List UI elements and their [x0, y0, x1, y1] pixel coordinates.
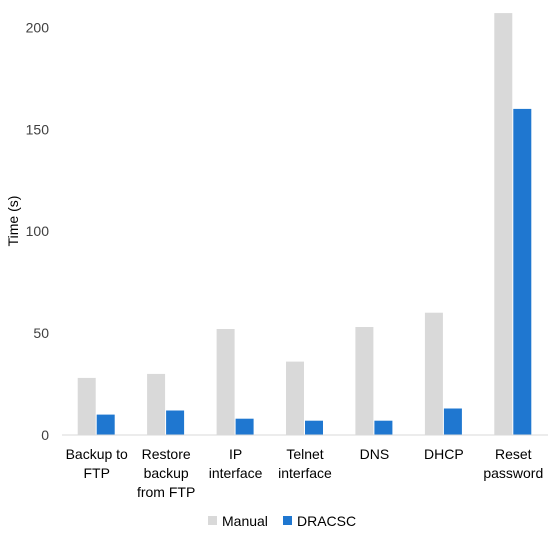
- category-label: DNS: [360, 446, 390, 462]
- bars: [77, 13, 532, 436]
- y-tick-label: 100: [26, 223, 50, 239]
- bar-dracsc: [513, 108, 532, 436]
- category-label: Reset password: [483, 446, 543, 481]
- bar-manual: [355, 327, 374, 435]
- category-label: Restore backup from FTP: [137, 446, 195, 500]
- legend-swatch-dracsc: [283, 516, 292, 525]
- category-label: IP interface: [209, 446, 263, 481]
- y-tick-label: 50: [33, 325, 49, 341]
- legend-swatch-manual: [208, 516, 217, 525]
- y-tick-label: 0: [41, 427, 49, 443]
- category-labels: Backup to FTP Restore backup from FTP IP inter…: [66, 446, 544, 500]
- bar-dracsc: [374, 420, 393, 435]
- bar-dracsc: [166, 410, 185, 435]
- bar-dracsc: [305, 420, 323, 435]
- bar-dracsc: [96, 414, 115, 435]
- bar-manual: [494, 13, 513, 435]
- y-axis-label: Time (s): [5, 196, 21, 247]
- legend-label-dracsc: DRACSC: [297, 513, 356, 529]
- y-tick-label: 200: [26, 19, 50, 35]
- bar-dracsc: [235, 418, 254, 435]
- category-label: DHCP: [424, 446, 464, 462]
- bar-dracsc: [443, 408, 462, 435]
- legend: Manual DRACSC: [208, 513, 356, 529]
- category-label: Backup to FTP: [66, 446, 128, 481]
- bar-manual: [424, 312, 443, 435]
- bar-manual: [286, 361, 304, 435]
- bar-manual: [216, 329, 235, 435]
- y-tick-label: 150: [26, 121, 50, 137]
- bar-manual: [77, 377, 96, 435]
- bar-manual: [147, 373, 166, 435]
- y-axis-ticks: 0 50 100 150 200: [26, 19, 50, 443]
- legend-label-manual: Manual: [222, 513, 268, 529]
- category-label: Telnet interface: [278, 446, 332, 481]
